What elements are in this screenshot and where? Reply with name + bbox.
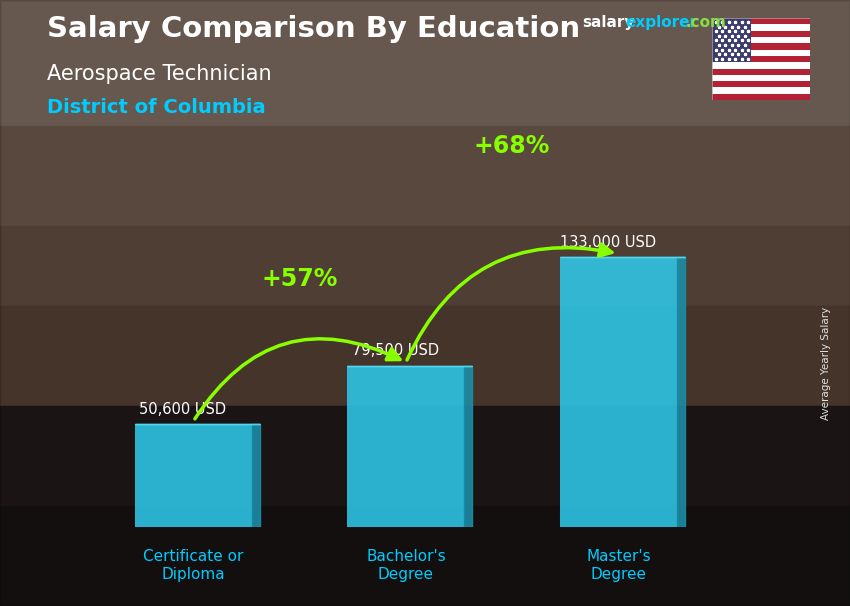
Bar [560, 257, 677, 527]
Bar [712, 62, 810, 68]
Polygon shape [464, 365, 473, 527]
Bar [0, 406, 850, 606]
Text: 50,600 USD: 50,600 USD [139, 402, 226, 418]
Bar [712, 18, 810, 24]
Text: .com: .com [685, 15, 726, 30]
Bar [0, 406, 850, 506]
Bar [712, 50, 810, 56]
Text: +68%: +68% [474, 134, 550, 158]
Bar [0, 226, 850, 306]
Text: Aerospace Technician: Aerospace Technician [47, 64, 271, 84]
Text: explorer: explorer [626, 15, 698, 30]
Bar [0, 506, 850, 606]
Bar [712, 44, 810, 50]
Bar [135, 424, 252, 527]
Text: Average Yearly Salary: Average Yearly Salary [821, 307, 831, 420]
Bar [712, 87, 810, 94]
Bar [0, 126, 850, 226]
Bar [712, 81, 810, 87]
Text: District of Columbia: District of Columbia [47, 98, 265, 117]
Bar [712, 68, 810, 75]
Text: Certificate or
Diploma: Certificate or Diploma [143, 549, 244, 582]
Bar [712, 56, 810, 62]
Text: salary: salary [582, 15, 635, 30]
Text: +57%: +57% [262, 267, 337, 291]
Polygon shape [677, 257, 685, 527]
Bar [348, 365, 464, 527]
Bar [712, 24, 810, 31]
Text: Bachelor's
Degree: Bachelor's Degree [366, 549, 445, 582]
Polygon shape [252, 424, 260, 527]
Bar [0, 506, 850, 606]
Bar [712, 31, 810, 37]
Bar [712, 75, 810, 81]
Bar [712, 18, 751, 62]
Bar [0, 306, 850, 406]
Bar [712, 37, 810, 44]
Text: 133,000 USD: 133,000 USD [559, 235, 656, 250]
Text: Salary Comparison By Education: Salary Comparison By Education [47, 15, 580, 43]
Bar [712, 94, 810, 100]
Text: 79,500 USD: 79,500 USD [352, 344, 439, 359]
Text: Master's
Degree: Master's Degree [586, 549, 651, 582]
Bar [0, 0, 850, 126]
